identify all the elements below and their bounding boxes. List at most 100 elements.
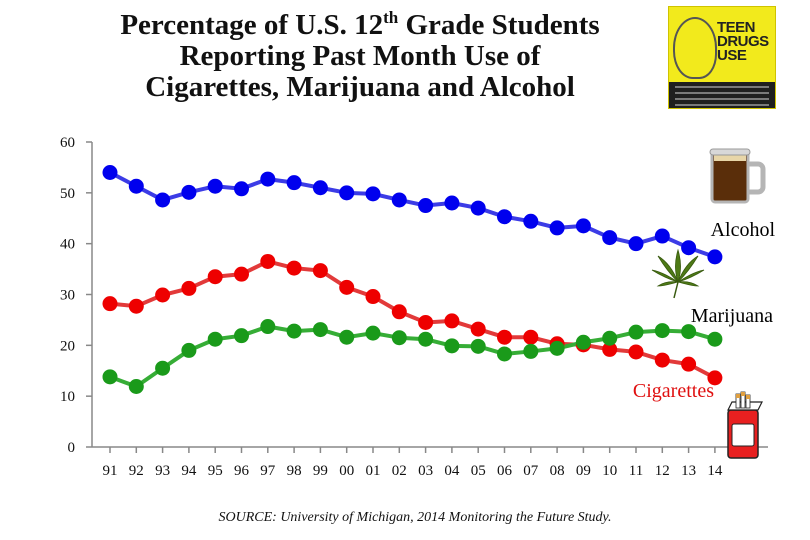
cigarettes-point — [365, 325, 381, 341]
x-tick-label: 99 — [313, 463, 328, 479]
marijuana-point — [207, 269, 223, 285]
marijuana-point — [102, 296, 118, 312]
alcohol-point — [286, 175, 302, 191]
chart-title: Percentage of U.S. 12th Grade Students R… — [60, 8, 660, 103]
marijuana-point — [681, 356, 697, 372]
marijuana-point — [286, 260, 302, 276]
series-points — [102, 165, 723, 395]
x-tick-label: 11 — [629, 463, 643, 479]
alcohol-point — [391, 192, 407, 208]
marijuana-point — [260, 253, 276, 269]
cigarettes-point — [234, 328, 249, 344]
x-tick-label: 00 — [339, 463, 354, 479]
alcohol-point — [312, 180, 328, 196]
y-tick-label: 30 — [60, 288, 75, 304]
y-tick-label: 0 — [68, 440, 76, 456]
marijuana-point — [523, 329, 539, 345]
x-tick-label: 96 — [234, 463, 250, 479]
cigarettes-point — [418, 331, 434, 347]
cigarettes-point — [102, 369, 118, 385]
alcohol-point — [260, 171, 276, 187]
x-tick-label: 08 — [550, 463, 565, 479]
marijuana-point — [418, 314, 434, 330]
cigarettes-point — [549, 340, 565, 356]
alcohol-point — [575, 218, 591, 234]
cigarettes-point — [181, 342, 197, 358]
marijuana-point — [602, 341, 618, 357]
alcohol-line — [109, 170, 716, 259]
cigarette-pack-icon — [727, 391, 763, 459]
x-tick-label: 12 — [655, 463, 670, 479]
x-tick-label: 13 — [681, 463, 696, 479]
alcohol-point — [128, 178, 144, 194]
x-tick-label: 94 — [181, 463, 197, 479]
x-tick-label: 09 — [576, 463, 591, 479]
cigarettes-point — [497, 346, 512, 362]
alcohol-point — [549, 220, 565, 236]
cigarettes-point — [260, 319, 276, 335]
alcohol-point — [654, 228, 670, 244]
title-line-3: Cigarettes, Marijuana and Alcohol — [145, 71, 575, 103]
x-tick-label: 07 — [523, 463, 539, 479]
x-tick-label: 98 — [287, 463, 302, 479]
marijuana-series-label: Marijuana — [691, 305, 773, 327]
x-tick-label: 97 — [260, 463, 276, 479]
alcohol-point — [207, 178, 223, 194]
series-icons — [651, 148, 766, 459]
x-tick-label: 06 — [497, 463, 513, 479]
cigarettes-point — [286, 323, 302, 339]
alcohol-point — [470, 200, 486, 216]
cigarettes-point — [155, 360, 171, 376]
cigarettes-point — [444, 338, 460, 354]
cigarettes-point — [470, 338, 486, 354]
alcohol-point — [181, 184, 197, 200]
cigarettes-series-label: Cigarettes — [633, 380, 714, 402]
beer-mug-icon — [709, 148, 766, 204]
alcohol-point — [418, 198, 434, 214]
x-tick-label: 02 — [392, 463, 407, 479]
alcohol-point — [707, 249, 723, 265]
chart-axes: 0 10 20 30 40 50 60 91 92 93 94 95 96 97 98 99 00 01 02 03 0… — [60, 135, 768, 479]
x-tick-label: 91 — [103, 463, 118, 479]
cigarettes-point — [575, 334, 591, 350]
alcohol-point — [234, 181, 249, 197]
y-tick-label: 20 — [60, 338, 75, 354]
title-line-1: Percentage of U.S. 12th Grade Students — [120, 8, 600, 41]
marijuana-line — [109, 259, 716, 380]
cigarettes-point — [602, 330, 618, 346]
x-tick-label: 10 — [602, 463, 617, 479]
y-tick-label: 50 — [60, 186, 75, 202]
marijuana-point — [444, 313, 460, 329]
alcohol-series-label: Alcohol — [711, 219, 776, 241]
book-cover-text-band — [669, 82, 775, 108]
book-cover-image: TEEN DRUGS USE — [668, 6, 776, 109]
marijuana-point — [654, 352, 670, 368]
marijuana-point — [155, 287, 171, 303]
marijuana-point — [391, 304, 407, 320]
alcohol-point — [602, 230, 618, 246]
head-silhouette-icon — [673, 17, 717, 79]
y-tick-label: 10 — [60, 389, 75, 405]
alcohol-point — [628, 236, 644, 252]
cannabis-leaf-icon — [651, 248, 705, 299]
alcohol-point — [681, 240, 697, 256]
marijuana-point — [339, 279, 355, 295]
marijuana-point — [234, 266, 249, 282]
source-note: SOURCE: University of Michigan, 2014 Mon… — [218, 510, 612, 525]
x-tick-label: 04 — [444, 463, 460, 479]
cigarettes-point — [128, 379, 144, 395]
x-tick-label: 03 — [418, 463, 433, 479]
x-tick-label: 01 — [366, 463, 381, 479]
cigarettes-point — [707, 331, 723, 347]
marijuana-point — [470, 321, 486, 337]
marijuana-point — [707, 370, 723, 386]
marijuana-point — [628, 344, 644, 360]
y-tick-label: 40 — [60, 237, 75, 253]
cigarettes-point — [523, 343, 539, 359]
x-tick-label: 92 — [129, 463, 144, 479]
alcohol-point — [339, 185, 355, 201]
alcohol-point — [102, 165, 118, 180]
marijuana-point — [497, 329, 512, 345]
y-tick-label: 60 — [60, 135, 75, 151]
